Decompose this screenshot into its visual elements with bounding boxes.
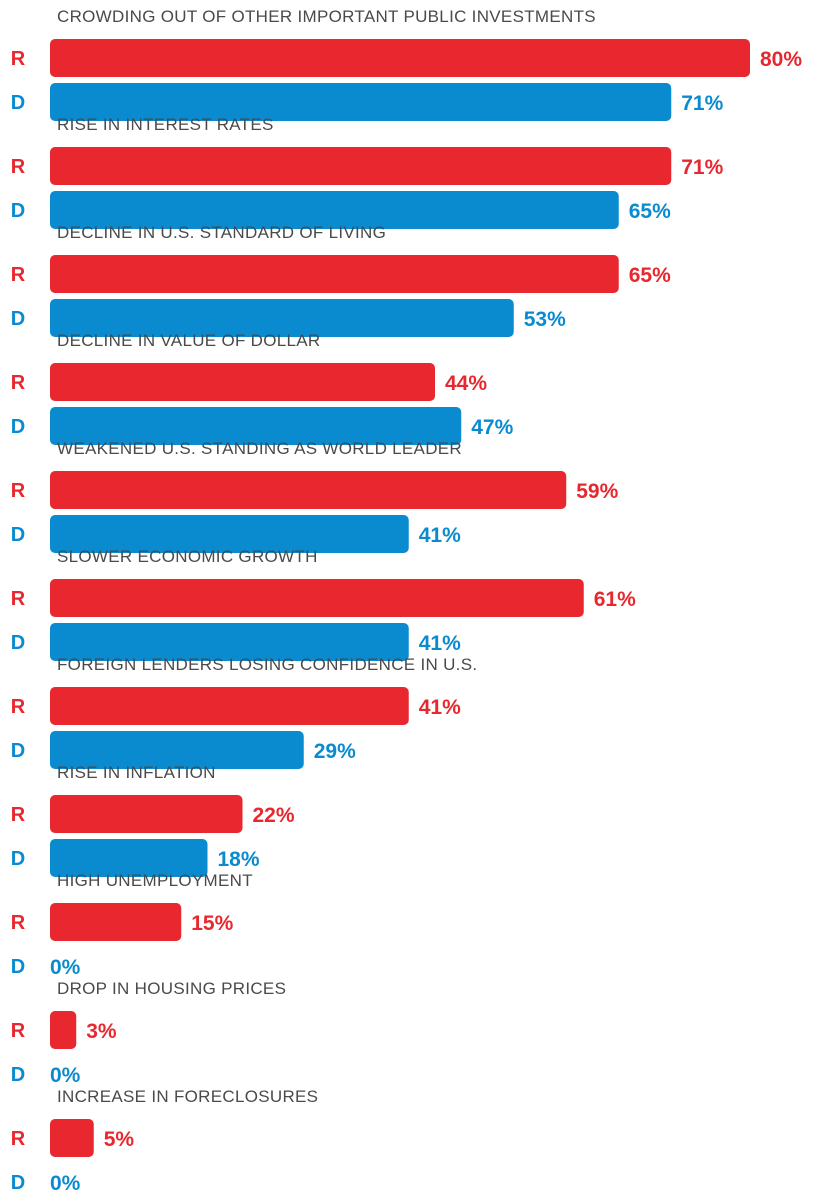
series-label-d: D <box>11 416 25 438</box>
bar-d <box>50 83 672 121</box>
bar-r <box>50 795 243 833</box>
data-label: 71% <box>681 156 723 179</box>
data-label: 65% <box>629 264 671 287</box>
bar-d <box>50 407 462 445</box>
category-group: FOREIGN LENDERS LOSING CONFIDENCE IN U.S… <box>11 655 477 769</box>
category-label: WEAKENED U.S. STANDING AS WORLD LEADER <box>57 439 462 458</box>
category-label: RISE IN INTEREST RATES <box>57 115 274 134</box>
series-label-r: R <box>11 804 26 826</box>
category-label: DECLINE IN U.S. STANDARD OF LIVING <box>57 223 386 242</box>
data-label: 22% <box>253 804 295 827</box>
data-label: 41% <box>419 696 461 719</box>
bar-r <box>50 1011 77 1049</box>
bar-r <box>50 255 619 293</box>
series-label-r: R <box>11 912 26 934</box>
series-label-d: D <box>11 200 25 222</box>
series-label-r: R <box>11 156 26 178</box>
bar-d <box>50 515 409 553</box>
data-label: 59% <box>576 480 618 503</box>
category-label: SLOWER ECONOMIC GROWTH <box>57 547 318 566</box>
bar-r <box>50 579 584 617</box>
data-label: 0% <box>50 956 81 979</box>
data-label: 65% <box>629 200 671 223</box>
category-group: RISE IN INFLATION R 22% D 18% <box>11 763 295 877</box>
series-label-d: D <box>11 1064 25 1086</box>
category-group: INCREASE IN FORECLOSURES R 5% D 0% <box>11 1087 318 1191</box>
series-label-r: R <box>11 1128 26 1150</box>
data-label: 41% <box>419 524 461 547</box>
data-label: 53% <box>524 308 566 331</box>
series-label-d: D <box>11 1172 25 1191</box>
data-label: 5% <box>104 1128 135 1151</box>
series-label-r: R <box>11 372 26 394</box>
bar-r <box>50 903 182 941</box>
series-label-r: R <box>11 588 26 610</box>
bar-d <box>50 191 619 229</box>
bar-d <box>50 299 514 337</box>
data-label: 18% <box>218 848 260 871</box>
category-label: FOREIGN LENDERS LOSING CONFIDENCE IN U.S… <box>57 655 477 674</box>
category-label: HIGH UNEMPLOYMENT <box>57 871 253 890</box>
bar-r <box>50 39 750 77</box>
series-label-r: R <box>11 48 26 70</box>
data-label: 47% <box>471 416 513 439</box>
data-label: 0% <box>50 1172 81 1191</box>
data-label: 29% <box>314 740 356 763</box>
series-label-r: R <box>11 264 26 286</box>
category-group: HIGH UNEMPLOYMENT R 15% D 0% <box>11 871 253 979</box>
data-label: 41% <box>419 632 461 655</box>
bar-d <box>50 623 409 661</box>
data-label: 0% <box>50 1064 81 1087</box>
category-label: RISE IN INFLATION <box>57 763 216 782</box>
category-group: DROP IN HOUSING PRICES R 3% D 0% <box>11 979 286 1087</box>
series-label-r: R <box>11 696 26 718</box>
data-label: 15% <box>191 912 233 935</box>
category-group: CROWDING OUT OF OTHER IMPORTANT PUBLIC I… <box>11 7 802 121</box>
category-label: DECLINE IN VALUE OF DOLLAR <box>57 331 321 350</box>
series-label-d: D <box>11 92 25 114</box>
bar-r <box>50 147 672 185</box>
data-label: 3% <box>86 1020 117 1043</box>
series-label-d: D <box>11 632 25 654</box>
bar-d <box>50 731 304 769</box>
series-label-r: R <box>11 480 26 502</box>
category-label: INCREASE IN FORECLOSURES <box>57 1087 318 1106</box>
series-label-d: D <box>11 956 25 978</box>
data-label: 44% <box>445 372 487 395</box>
category-group: WEAKENED U.S. STANDING AS WORLD LEADER R 5… <box>11 439 619 553</box>
series-label-d: D <box>11 524 25 546</box>
category-group: DECLINE IN U.S. STANDARD OF LIVING R 65% D 5… <box>11 223 671 337</box>
category-group: RISE IN INTEREST RATES R 71% D 65% <box>11 115 724 229</box>
bar-d <box>50 839 208 877</box>
data-label: 80% <box>760 48 802 71</box>
category-group: DECLINE IN VALUE OF DOLLAR R 44% D 47% <box>11 331 514 445</box>
bar-r <box>50 363 435 401</box>
category-label: CROWDING OUT OF OTHER IMPORTANT PUBLIC I… <box>57 7 596 26</box>
category-label: DROP IN HOUSING PRICES <box>57 979 286 998</box>
bar-r <box>50 471 567 509</box>
bar-r <box>50 1119 94 1157</box>
series-label-d: D <box>11 740 25 762</box>
category-group: SLOWER ECONOMIC GROWTH R 61% D 41% <box>11 547 636 661</box>
bar-r <box>50 687 409 725</box>
series-label-r: R <box>11 1020 26 1042</box>
data-label: 61% <box>594 588 636 611</box>
data-label: 71% <box>681 92 723 115</box>
series-label-d: D <box>11 848 25 870</box>
series-label-d: D <box>11 308 25 330</box>
